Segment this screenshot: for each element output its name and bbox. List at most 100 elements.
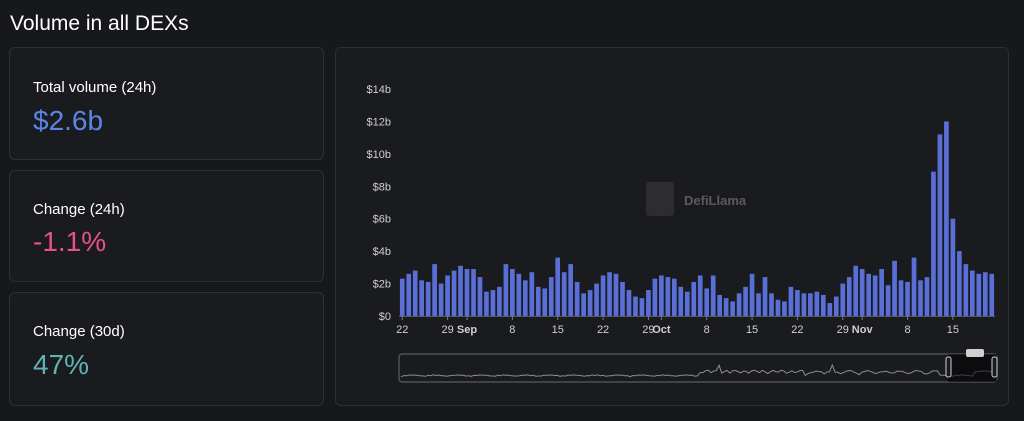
bar[interactable]	[723, 298, 729, 316]
bar[interactable]	[898, 280, 904, 316]
x-tick-label: 8	[904, 324, 910, 336]
bar[interactable]	[957, 251, 962, 316]
bar[interactable]	[678, 286, 684, 316]
bar[interactable]	[587, 290, 593, 316]
bar[interactable]	[710, 275, 716, 316]
bar[interactable]	[497, 286, 502, 316]
bar[interactable]	[846, 277, 852, 316]
bar[interactable]	[788, 286, 794, 316]
bar[interactable]	[639, 298, 645, 316]
bar[interactable]	[438, 283, 444, 316]
bar[interactable]	[982, 272, 988, 316]
bar[interactable]	[808, 293, 813, 316]
bar[interactable]	[756, 293, 761, 316]
bar[interactable]	[730, 301, 735, 316]
bar[interactable]	[905, 281, 910, 316]
bar[interactable]	[840, 283, 846, 316]
bar[interactable]	[613, 273, 619, 316]
bar[interactable]	[684, 291, 690, 316]
brush-track[interactable]	[398, 353, 998, 383]
bar[interactable]	[782, 301, 787, 316]
bar[interactable]	[503, 264, 509, 316]
bar[interactable]	[697, 275, 703, 316]
bar[interactable]	[969, 270, 975, 316]
bar[interactable]	[749, 273, 755, 316]
bar[interactable]	[924, 277, 930, 316]
bar[interactable]	[866, 273, 871, 316]
bar[interactable]	[464, 268, 470, 316]
bar[interactable]	[522, 280, 528, 316]
bar[interactable]	[950, 218, 956, 316]
bar[interactable]	[419, 280, 424, 316]
bar[interactable]	[471, 268, 476, 316]
range-brush[interactable]	[398, 349, 998, 383]
bar[interactable]	[600, 275, 606, 316]
bar[interactable]	[652, 278, 658, 316]
bar[interactable]	[412, 270, 418, 316]
bar[interactable]	[555, 257, 561, 316]
bar[interactable]	[775, 299, 781, 316]
bar[interactable]	[736, 293, 742, 316]
bar[interactable]	[691, 281, 697, 316]
bar[interactable]	[406, 273, 412, 316]
bar[interactable]	[477, 277, 483, 316]
volume-bar-chart: DefiLlama $0 $2b $4b $6b $8b $10b $12b $14b 22 2…	[367, 84, 998, 383]
bar[interactable]	[717, 294, 722, 316]
bar[interactable]	[989, 273, 995, 316]
bar[interactable]	[892, 260, 897, 316]
bar[interactable]	[879, 268, 884, 316]
bar[interactable]	[484, 291, 489, 316]
bar[interactable]	[944, 121, 949, 317]
bar[interactable]	[665, 277, 671, 316]
bar[interactable]	[425, 281, 431, 316]
bar[interactable]	[976, 273, 982, 316]
bar[interactable]	[529, 272, 535, 316]
brush-selection[interactable]	[948, 354, 997, 382]
bar[interactable]	[548, 277, 554, 316]
bar[interactable]	[743, 286, 748, 316]
bar[interactable]	[911, 257, 917, 316]
bar[interactable]	[535, 286, 541, 316]
bar[interactable]	[795, 290, 800, 316]
bar[interactable]	[516, 273, 522, 316]
bar[interactable]	[626, 290, 632, 316]
bar[interactable]	[937, 134, 943, 316]
bar[interactable]	[561, 272, 567, 316]
bar[interactable]	[432, 264, 437, 316]
bar[interactable]	[607, 272, 612, 316]
bar[interactable]	[704, 288, 710, 316]
bar[interactable]	[594, 283, 599, 316]
bar[interactable]	[820, 294, 826, 316]
bar[interactable]	[399, 278, 405, 316]
bar[interactable]	[801, 293, 807, 316]
bar[interactable]	[451, 270, 457, 316]
bar[interactable]	[859, 268, 865, 316]
bar[interactable]	[542, 288, 548, 316]
bar[interactable]	[581, 293, 586, 316]
bar[interactable]	[853, 265, 859, 316]
bar[interactable]	[458, 265, 463, 316]
brush-left-handle[interactable]	[945, 356, 952, 378]
bar[interactable]	[827, 303, 833, 316]
bar[interactable]	[568, 264, 573, 316]
bar[interactable]	[762, 277, 768, 316]
bar[interactable]	[671, 278, 677, 316]
bar[interactable]	[574, 281, 580, 316]
bar[interactable]	[769, 293, 774, 316]
bar[interactable]	[646, 290, 651, 316]
bar[interactable]	[918, 280, 923, 316]
bar[interactable]	[963, 264, 969, 316]
bar[interactable]	[510, 268, 515, 316]
bar[interactable]	[490, 290, 496, 316]
bar[interactable]	[814, 291, 820, 316]
bar[interactable]	[659, 275, 664, 316]
bar[interactable]	[633, 296, 638, 316]
bar[interactable]	[885, 285, 891, 316]
bar[interactable]	[445, 275, 450, 316]
brush-right-handle[interactable]	[991, 356, 998, 378]
bar[interactable]	[931, 171, 936, 316]
bar[interactable]	[872, 275, 878, 316]
bar[interactable]	[833, 296, 839, 316]
brush-grip-icon[interactable]	[966, 349, 984, 357]
bar[interactable]	[620, 281, 625, 316]
